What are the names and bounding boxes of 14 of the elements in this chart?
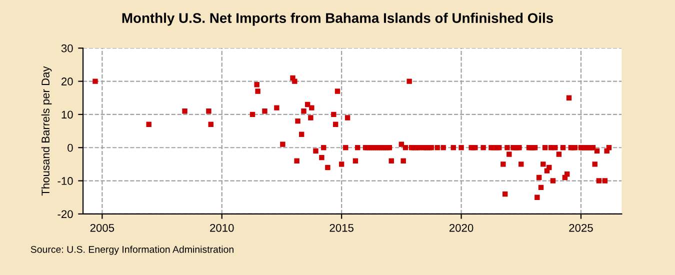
- y-tick-label: -10: [58, 177, 73, 185]
- x-tick-label: 2005: [90, 224, 114, 232]
- y-tick-label: 20: [62, 78, 73, 86]
- y-tick-label: 0: [68, 144, 73, 152]
- x-tick-label: 2020: [449, 224, 474, 232]
- x-tick-label: 2025: [569, 224, 593, 232]
- y-axis-title: Thousand Barrels per Day: [41, 66, 52, 196]
- y-tick-label: 30: [61, 44, 73, 52]
- chart-title: Monthly U.S. Net Imports from Bahama Islands of Unfinished Oils: [122, 12, 554, 26]
- source-note: Source: U.S. Energy Information Administration: [30, 246, 234, 255]
- y-tick-label: 10: [62, 110, 73, 119]
- y-tick-label: -20: [58, 210, 73, 218]
- x-tick-label: 2015: [330, 224, 354, 232]
- x-tick-label: 2010: [210, 224, 234, 232]
